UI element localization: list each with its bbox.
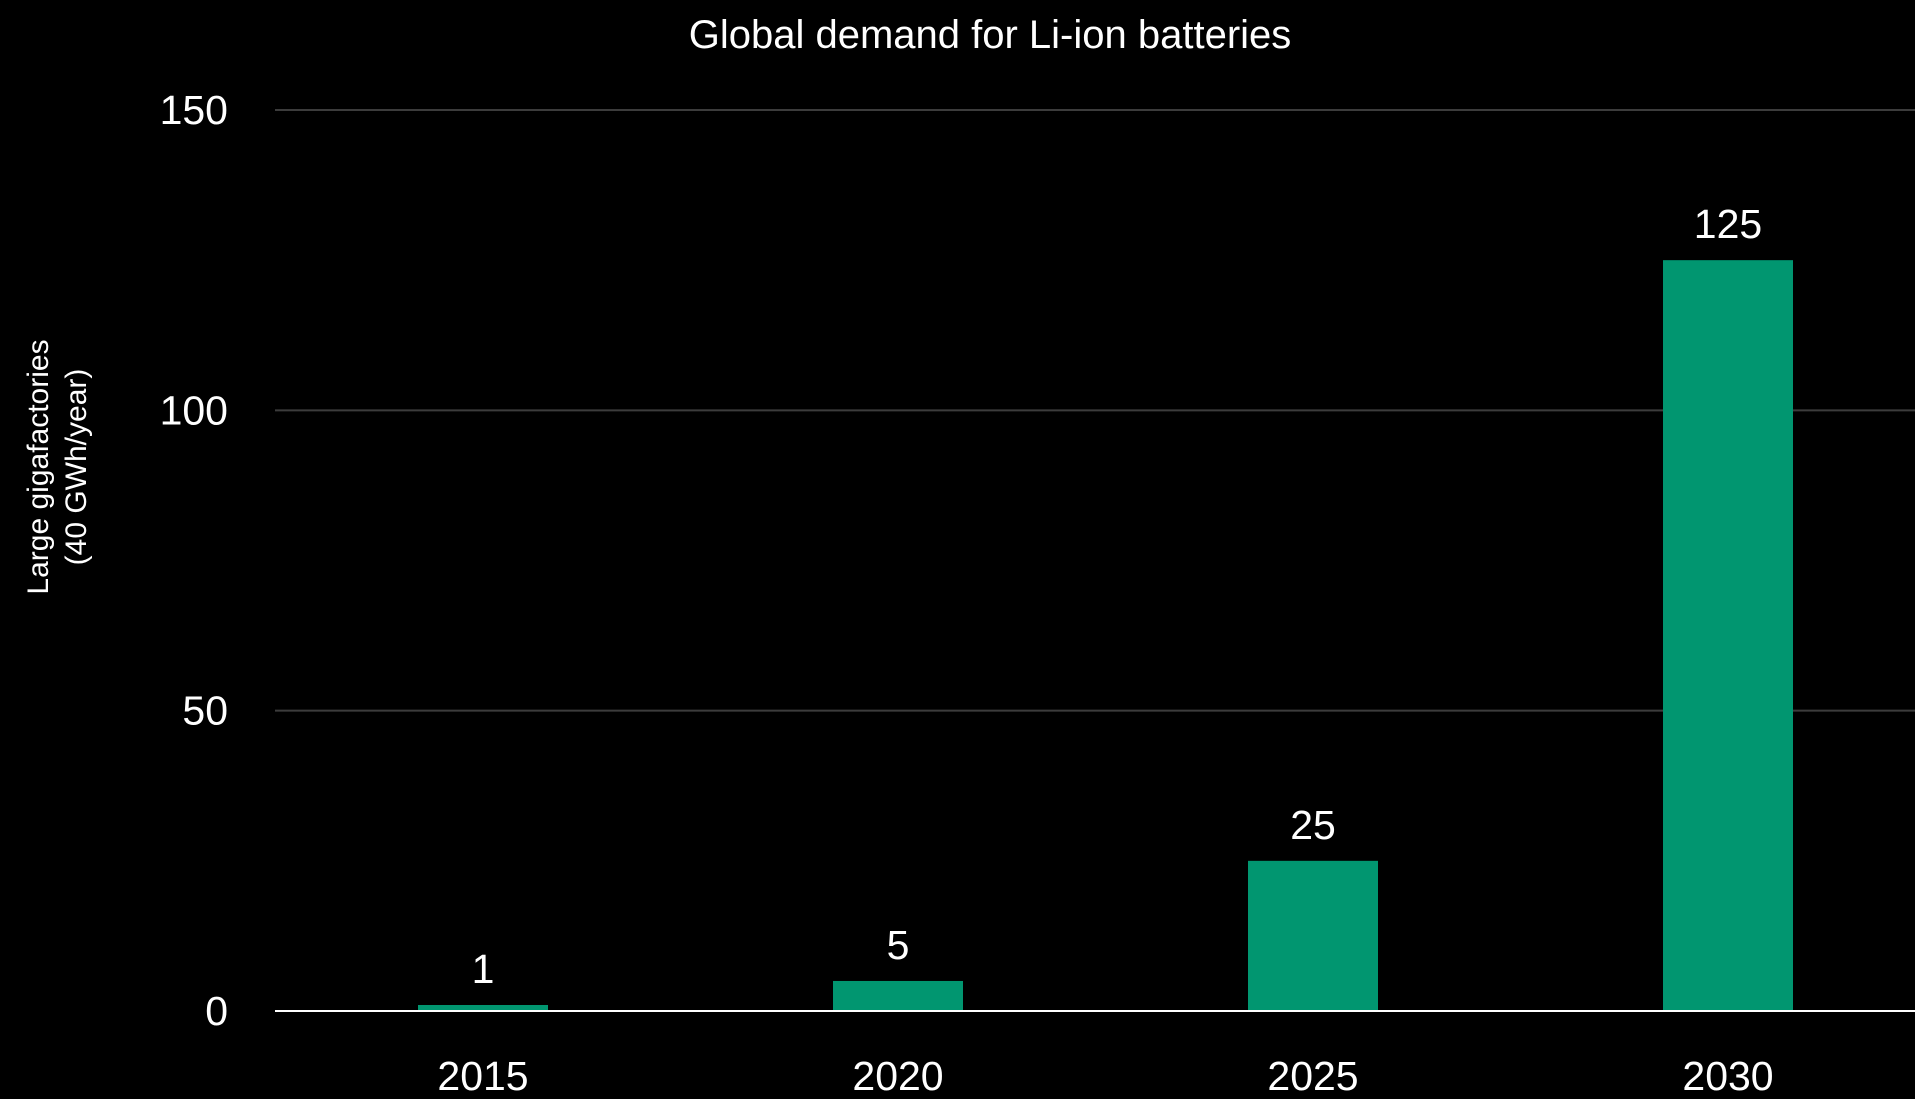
bar-2015 [418, 1004, 548, 1011]
data-label-2015: 1 [472, 946, 495, 992]
y-tick-label: 50 [182, 688, 228, 734]
x-axis-ticks: 2015 2020 2025 2030 [437, 1053, 1773, 1099]
bar-2020 [833, 980, 963, 1011]
data-label-2020: 5 [887, 922, 910, 968]
data-label-2030: 125 [1694, 201, 1762, 247]
y-axis-ticks: 0 50 100 150 [160, 87, 228, 1034]
y-axis-label-line2: (40 GWh/year) [60, 369, 93, 566]
y-axis-label: Large gigafactories (40 GWh/year) [22, 339, 93, 594]
data-label-2025: 25 [1290, 802, 1336, 848]
bar-2030 [1663, 260, 1793, 1012]
x-tick-label-2025: 2025 [1267, 1053, 1358, 1099]
chart-title: Global demand for Li-ion batteries [689, 13, 1292, 57]
y-axis-label-line1: Large gigafactories [22, 339, 55, 594]
x-tick-label-2030: 2030 [1682, 1053, 1773, 1099]
x-tick-label-2015: 2015 [437, 1053, 528, 1099]
y-tick-label: 100 [160, 387, 228, 433]
y-tick-label: 0 [205, 988, 228, 1034]
y-tick-label: 150 [160, 87, 228, 133]
bar-2025 [1248, 860, 1378, 1011]
bars [418, 260, 1793, 1012]
x-tick-label-2020: 2020 [852, 1053, 943, 1099]
data-labels: 1 5 25 125 [472, 201, 1763, 992]
gridlines [275, 109, 1915, 712]
